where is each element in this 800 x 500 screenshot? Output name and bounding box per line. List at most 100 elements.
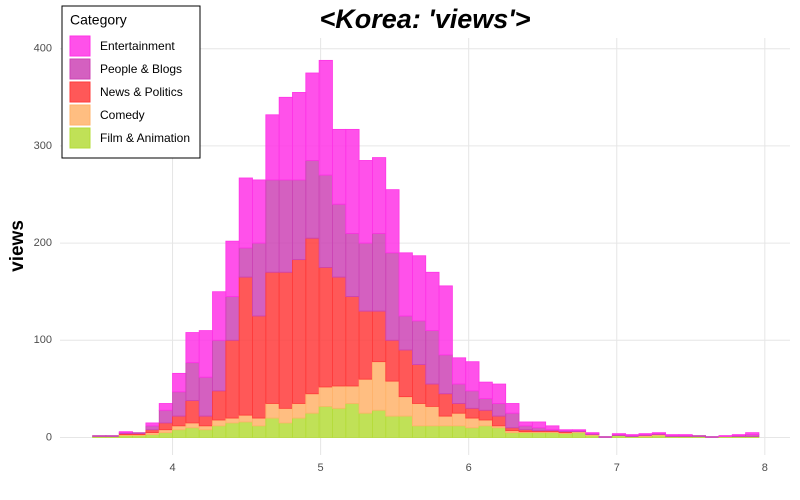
- bar-segment: [292, 92, 307, 181]
- y-tick-label: 100: [34, 334, 52, 346]
- bar-segment: [398, 315, 413, 351]
- bar-segment: [292, 417, 307, 438]
- bar-segment: [318, 405, 333, 438]
- bar-segment: [332, 128, 347, 205]
- bar-segment: [238, 421, 253, 438]
- bar-segment: [318, 59, 333, 176]
- bar-segment: [345, 403, 360, 438]
- bar-segment: [678, 434, 693, 436]
- bar-segment: [358, 242, 373, 312]
- bar-segment: [278, 422, 293, 438]
- bar-segment: [571, 432, 587, 438]
- bar-segment: [345, 128, 360, 234]
- bar-segment: [118, 431, 133, 434]
- bar-segment: [398, 415, 413, 438]
- y-tick-label: 200: [34, 237, 52, 249]
- x-tick-label: 6: [466, 462, 472, 474]
- bar-segment: [292, 259, 307, 404]
- legend-swatch: [69, 58, 91, 80]
- bar-segment: [172, 415, 187, 427]
- bar-segment: [745, 432, 760, 435]
- bar-segment: [198, 330, 213, 378]
- bar-segment: [198, 429, 213, 438]
- bar-segment: [185, 400, 200, 424]
- bar-segment: [158, 422, 173, 431]
- bar-segment: [625, 434, 640, 436]
- bar-segment: [172, 425, 187, 431]
- bar-segment: [465, 361, 480, 392]
- bar-segment: [198, 415, 213, 427]
- bar-segment: [465, 390, 480, 409]
- bar-segment: [212, 390, 227, 421]
- legend-label: News & Politics: [100, 85, 183, 99]
- bar-segment: [518, 425, 533, 431]
- x-tick-label: 4: [169, 462, 175, 474]
- bar-segment: [172, 372, 187, 393]
- bar-segment: [478, 409, 493, 421]
- bar-segment: [265, 271, 280, 404]
- bar-segment: [451, 383, 467, 404]
- chart-title: <Korea: 'views'>: [320, 4, 531, 34]
- bar-segment: [185, 332, 200, 364]
- bar-segment: [252, 425, 267, 438]
- bar-segment: [332, 407, 347, 438]
- bar-segment: [305, 160, 320, 239]
- bar-segment: [571, 429, 587, 432]
- bar-segment: [558, 429, 573, 432]
- bar-segment: [212, 291, 227, 341]
- bar-segment: [318, 386, 333, 407]
- bar-segment: [252, 315, 267, 419]
- legend: Category Entertainment People & Blogs News …: [61, 5, 201, 159]
- bar-segment: [651, 432, 667, 435]
- legend-swatch: [69, 127, 91, 149]
- bar-segment: [305, 412, 320, 438]
- bar-segment: [198, 376, 213, 417]
- bar-segment: [451, 357, 467, 385]
- bar-segment: [345, 232, 360, 297]
- bar-segment: [278, 271, 293, 409]
- bar-segment: [158, 409, 173, 424]
- bar-segment: [358, 160, 373, 244]
- bar-segment: [172, 391, 187, 417]
- bar-segment: [611, 433, 627, 435]
- bar-segment: [252, 179, 267, 244]
- bar-segment: [238, 414, 253, 423]
- bar-segment: [212, 425, 227, 438]
- bars: [92, 59, 760, 438]
- bar-segment: [398, 349, 413, 398]
- bar-segment: [491, 403, 507, 417]
- bar-segment: [691, 435, 706, 437]
- bar-segment: [398, 396, 413, 417]
- bar-segment: [491, 427, 507, 438]
- bar-segment: [145, 429, 160, 434]
- bar-segment: [425, 425, 440, 438]
- bar-segment: [145, 422, 160, 427]
- bar-segment: [505, 403, 520, 414]
- bar-segment: [278, 407, 293, 424]
- bar-segment: [358, 412, 373, 438]
- bar-segment: [545, 432, 560, 438]
- bar-segment: [332, 203, 347, 278]
- y-tick-label: 300: [34, 140, 52, 152]
- bar-segment: [238, 177, 253, 249]
- bar-segment: [318, 174, 333, 268]
- bar-segment: [252, 242, 267, 317]
- bar-segment: [412, 320, 427, 366]
- bar-segment: [265, 179, 280, 273]
- bar-segment: [465, 427, 480, 438]
- bar-segment: [505, 427, 520, 432]
- bar-segment: [145, 425, 160, 431]
- bar-segment: [478, 425, 493, 438]
- y-tick-label: 400: [34, 43, 52, 55]
- bar-segment: [212, 339, 227, 392]
- bar-segment: [185, 362, 200, 401]
- bar-segment: [292, 403, 307, 419]
- bar-segment: [345, 385, 360, 404]
- x-tick-label: 5: [318, 462, 324, 474]
- bar-segment: [198, 425, 213, 431]
- bar-segment: [505, 432, 520, 438]
- bar-segment: [545, 425, 560, 431]
- bar-segment: [238, 276, 253, 416]
- x-tick-label: 7: [614, 462, 620, 474]
